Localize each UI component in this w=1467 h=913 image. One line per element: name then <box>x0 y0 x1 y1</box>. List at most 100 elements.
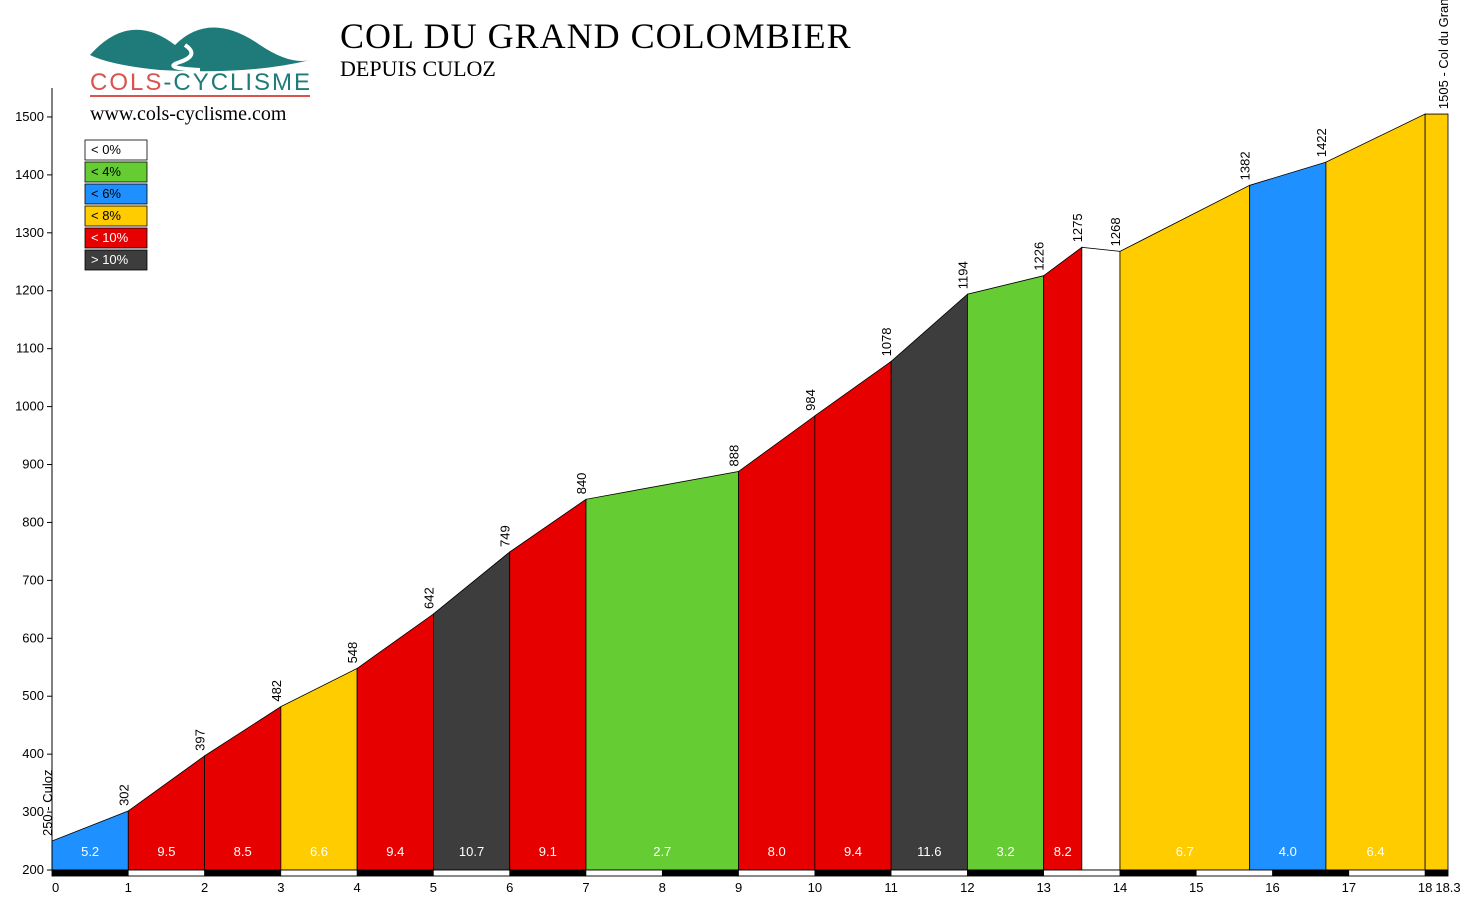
x-axis-band <box>52 870 128 876</box>
elev-label: 1194 <box>955 261 970 289</box>
segment <box>1250 162 1326 870</box>
gradient-label: 6.6 <box>310 844 328 859</box>
x-axis-band <box>1120 870 1196 876</box>
segment <box>510 499 586 870</box>
elev-label: 1422 <box>1314 128 1329 157</box>
y-tick-label: 1200 <box>15 283 44 298</box>
climb-profile-chart: COLS-CYCLISME COL DU GRAND COLOMBIERDEPUI… <box>0 0 1467 913</box>
segment <box>1120 185 1250 870</box>
x-axis-band <box>967 870 1043 876</box>
gradient-label: 6.4 <box>1366 844 1384 859</box>
elev-label: 482 <box>269 680 284 702</box>
x-tick-label: 1 <box>125 880 132 895</box>
x-tick-label: 5 <box>430 880 437 895</box>
x-axis-band <box>662 870 738 876</box>
segment <box>52 811 128 870</box>
x-axis-band <box>1196 870 1272 876</box>
elev-label: 397 <box>193 729 208 751</box>
legend-label: < 4% <box>91 164 121 179</box>
x-tick-label: 16 <box>1265 880 1279 895</box>
y-tick-label: 600 <box>22 630 44 645</box>
x-tick-label: 6 <box>506 880 513 895</box>
x-tick-label: 3 <box>277 880 284 895</box>
x-tick-label: 13 <box>1036 880 1050 895</box>
segment <box>891 294 967 870</box>
elev-label: 302 <box>116 784 131 806</box>
gradient-label: 5.2 <box>81 844 99 859</box>
x-axis-band <box>281 870 357 876</box>
gradient-label: 4.0 <box>1279 844 1297 859</box>
y-tick-label: 200 <box>22 862 44 877</box>
gradient-label: -1.0 <box>1090 844 1112 859</box>
legend-label: < 6% <box>91 186 121 201</box>
elev-label: 1505 - Col du Grand Colom <box>1436 0 1451 109</box>
gradient-label: 8.0 <box>768 844 786 859</box>
segment <box>1044 247 1082 870</box>
elev-label: 984 <box>803 389 818 411</box>
y-tick-label: 1400 <box>15 167 44 182</box>
elev-label: 1275 <box>1070 213 1085 242</box>
y-tick-label: 1100 <box>16 341 44 356</box>
segment <box>586 471 739 870</box>
elev-label: 1268 <box>1108 217 1123 246</box>
gradient-label: 9.4 <box>844 844 862 859</box>
x-tick-label: 11 <box>884 880 898 895</box>
elev-label: 1382 <box>1238 151 1253 180</box>
legend-label: < 0% <box>91 142 121 157</box>
gradient-label: 11.6 <box>917 844 941 859</box>
x-tick-label: 7 <box>582 880 589 895</box>
x-tick-label: 15 <box>1189 880 1203 895</box>
x-tick-label: 18 <box>1418 880 1432 895</box>
x-axis-band <box>1044 870 1120 876</box>
gradient-label: 9.4 <box>386 844 404 859</box>
x-axis-band <box>739 870 815 876</box>
segment <box>357 614 433 870</box>
segment <box>967 276 1043 870</box>
x-axis-band <box>1349 870 1425 876</box>
elev-label: 840 <box>574 473 589 495</box>
gradient-label: 10.7 <box>459 844 484 859</box>
legend-label: < 8% <box>91 208 121 223</box>
x-tick-label: 14 <box>1113 880 1127 895</box>
x-axis-band <box>128 870 204 876</box>
y-tick-label: 1000 <box>15 399 44 414</box>
url-text: www.cols-cyclisme.com <box>90 103 287 125</box>
x-axis-band <box>510 870 586 876</box>
x-axis-band <box>891 870 967 876</box>
segment <box>281 668 357 870</box>
x-tick-label: 17 <box>1342 880 1356 895</box>
y-tick-label: 1300 <box>15 225 44 240</box>
y-tick-label: 500 <box>22 688 44 703</box>
y-tick-label: 800 <box>22 514 44 529</box>
segment <box>433 552 509 870</box>
x-tick-label: 9 <box>735 880 742 895</box>
logo: COLS-CYCLISME <box>90 28 312 97</box>
x-axis-band <box>433 870 509 876</box>
y-tick-label: 400 <box>22 746 44 761</box>
elev-label: 1078 <box>879 327 894 356</box>
y-tick-label: 1500 <box>15 109 44 124</box>
legend-label: < 10% <box>91 230 129 245</box>
x-axis-band <box>205 870 281 876</box>
x-tick-label: 12 <box>960 880 974 895</box>
elev-label: 1226 <box>1032 242 1047 271</box>
gradient-label: 8.2 <box>1054 844 1072 859</box>
title-sub: DEPUIS CULOZ <box>340 56 496 81</box>
segment <box>1082 247 1120 870</box>
segment <box>1425 114 1448 870</box>
gradient-label: 2.7 <box>653 844 671 859</box>
gradient-label: 9.1 <box>539 844 557 859</box>
segment <box>1326 114 1425 870</box>
x-axis-band <box>1273 870 1349 876</box>
gradient-label: 9.5 <box>157 844 175 859</box>
segments <box>52 114 1448 870</box>
legend: < 0%< 4%< 6%< 8%< 10%> 10% <box>85 140 147 270</box>
gradient-label: 8.5 <box>234 844 252 859</box>
y-tick-label: 900 <box>22 457 44 472</box>
y-tick-label: 300 <box>22 804 44 819</box>
x-tick-label: 0 <box>52 880 59 895</box>
x-tick-label: 10 <box>808 880 822 895</box>
x-axis-band <box>1425 870 1448 876</box>
elev-label: 250 - Culoz <box>40 770 55 836</box>
title-main: COL DU GRAND COLOMBIER <box>340 16 852 56</box>
